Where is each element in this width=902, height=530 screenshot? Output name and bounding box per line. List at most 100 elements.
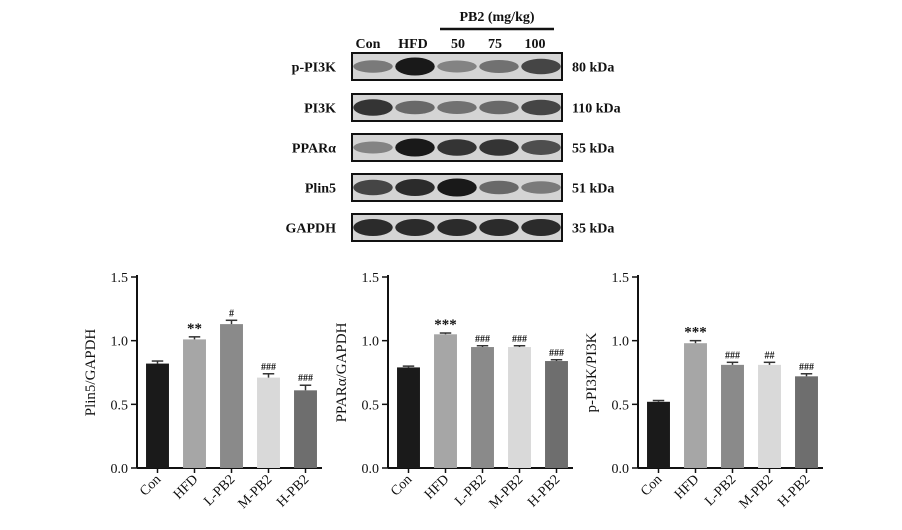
- blot-band: [353, 60, 393, 73]
- significance-marker: ***: [434, 317, 457, 333]
- x-tick-label: HFD: [171, 472, 201, 502]
- bar-chart-1: 0.0 0.5 1.0 1.5 Plin5/GAPDH Con ** HFD # L-PB2 ###…: [83, 271, 322, 512]
- blot-band: [521, 181, 561, 194]
- significance-marker: ***: [684, 325, 707, 341]
- lane-label: 75: [488, 37, 502, 52]
- bar: [294, 390, 317, 468]
- blot-band: [353, 179, 393, 196]
- blot-band: [395, 138, 435, 157]
- blot-band: [353, 141, 393, 154]
- lane-label: 100: [525, 37, 546, 52]
- lane-label: Con: [356, 37, 381, 52]
- protein-label: GAPDH: [285, 222, 336, 237]
- x-tick-label: Con: [388, 472, 415, 499]
- blot-band: [395, 100, 435, 115]
- molecular-weight-label: 51 kDa: [572, 182, 614, 197]
- protein-label: PPARα: [292, 142, 336, 157]
- bar-chart-2: 0.0 0.5 1.0 1.5 PPARα/GAPDH Con *** HFD ### L-PB2…: [334, 271, 573, 512]
- blot-band: [437, 219, 477, 236]
- molecular-weight-label: 110 kDa: [572, 102, 621, 117]
- blot-band: [395, 219, 435, 236]
- y-tick-label: 0.5: [612, 398, 630, 413]
- blot-band: [479, 180, 519, 195]
- y-axis-label: Plin5/GAPDH: [83, 329, 99, 417]
- bar: [758, 364, 781, 468]
- blot-band: [479, 60, 519, 73]
- significance-marker: ###: [261, 362, 276, 373]
- blot-band: [521, 140, 561, 155]
- blot-band: [353, 99, 393, 116]
- y-tick-label: 1.0: [362, 335, 380, 350]
- y-axis-label: PPARα/GAPDH: [334, 322, 350, 422]
- blot-band: [437, 60, 477, 73]
- significance-marker: #: [229, 308, 234, 319]
- bar: [220, 324, 243, 468]
- molecular-weight-label: 55 kDa: [572, 142, 614, 157]
- blot-band: [521, 219, 561, 236]
- significance-marker: ##: [765, 350, 775, 361]
- bar: [795, 376, 818, 468]
- y-tick-label: 0.5: [362, 398, 380, 413]
- x-tick-label: Con: [638, 472, 665, 499]
- x-tick-label: HFD: [672, 472, 702, 502]
- blot-band: [479, 139, 519, 156]
- x-tick-label: H-PB2: [525, 472, 563, 510]
- y-tick-label: 0.5: [111, 398, 129, 413]
- significance-marker: **: [187, 321, 202, 337]
- x-tick-label: L-PB2: [201, 472, 238, 509]
- y-tick-label: 1.5: [612, 271, 630, 286]
- treatment-group-label: PB2 (mg/kg): [459, 10, 534, 25]
- x-tick-label: HFD: [422, 472, 452, 502]
- significance-marker: ###: [549, 348, 564, 359]
- blot-band: [521, 58, 561, 75]
- y-tick-label: 0.0: [111, 462, 129, 477]
- y-tick-label: 1.5: [362, 271, 380, 286]
- y-tick-label: 0.0: [612, 462, 630, 477]
- bar: [684, 343, 707, 468]
- lane-label: 50: [451, 37, 465, 52]
- western-blot-panel: Con HFD 50 75 100 PB2 (mg/kg) p-PI3K 80 kDa PI3K…: [285, 10, 621, 242]
- x-tick-label: L-PB2: [452, 472, 489, 509]
- blot-band: [521, 99, 561, 116]
- y-axis-label: p-PI3K/PI3K: [584, 332, 600, 412]
- y-tick-label: 1.0: [111, 335, 129, 350]
- bar: [434, 334, 457, 468]
- blot-band: [395, 179, 435, 196]
- bar: [257, 377, 280, 468]
- x-tick-label: M-PB2: [236, 472, 276, 512]
- significance-marker: ###: [475, 334, 490, 345]
- blot-band: [437, 178, 477, 197]
- significance-marker: ###: [512, 334, 527, 345]
- significance-marker: ###: [799, 362, 814, 373]
- x-tick-label: M-PB2: [487, 472, 527, 512]
- x-tick-label: L-PB2: [702, 472, 739, 509]
- blot-band: [437, 139, 477, 156]
- protein-label: Plin5: [305, 182, 336, 197]
- blot-band: [479, 219, 519, 236]
- significance-marker: ###: [725, 350, 740, 361]
- x-tick-label: M-PB2: [737, 472, 777, 512]
- bar: [721, 364, 744, 468]
- blot-band: [353, 219, 393, 236]
- blot-band: [479, 100, 519, 115]
- x-tick-label: H-PB2: [274, 472, 312, 510]
- blot-band: [395, 57, 435, 76]
- bar: [508, 347, 531, 468]
- bar: [146, 363, 169, 468]
- significance-marker: ###: [298, 373, 313, 384]
- y-tick-label: 0.0: [362, 462, 380, 477]
- y-tick-label: 1.5: [111, 271, 129, 286]
- bar-chart-3: 0.0 0.5 1.0 1.5 p-PI3K/PI3K Con *** HFD ### L-PB2…: [584, 271, 823, 512]
- bar: [545, 361, 568, 468]
- y-tick-label: 1.0: [612, 335, 630, 350]
- blot-band: [437, 101, 477, 114]
- bar: [471, 347, 494, 468]
- molecular-weight-label: 35 kDa: [572, 222, 614, 237]
- protein-label: p-PI3K: [292, 61, 336, 76]
- bar-charts-panel: 0.00.51.01.5Plin5/GAPDHCon**HFD#L-PB2###…: [83, 271, 823, 512]
- protein-label: PI3K: [304, 102, 336, 117]
- bar: [397, 367, 420, 468]
- bar: [647, 401, 670, 468]
- lane-label: HFD: [398, 37, 428, 52]
